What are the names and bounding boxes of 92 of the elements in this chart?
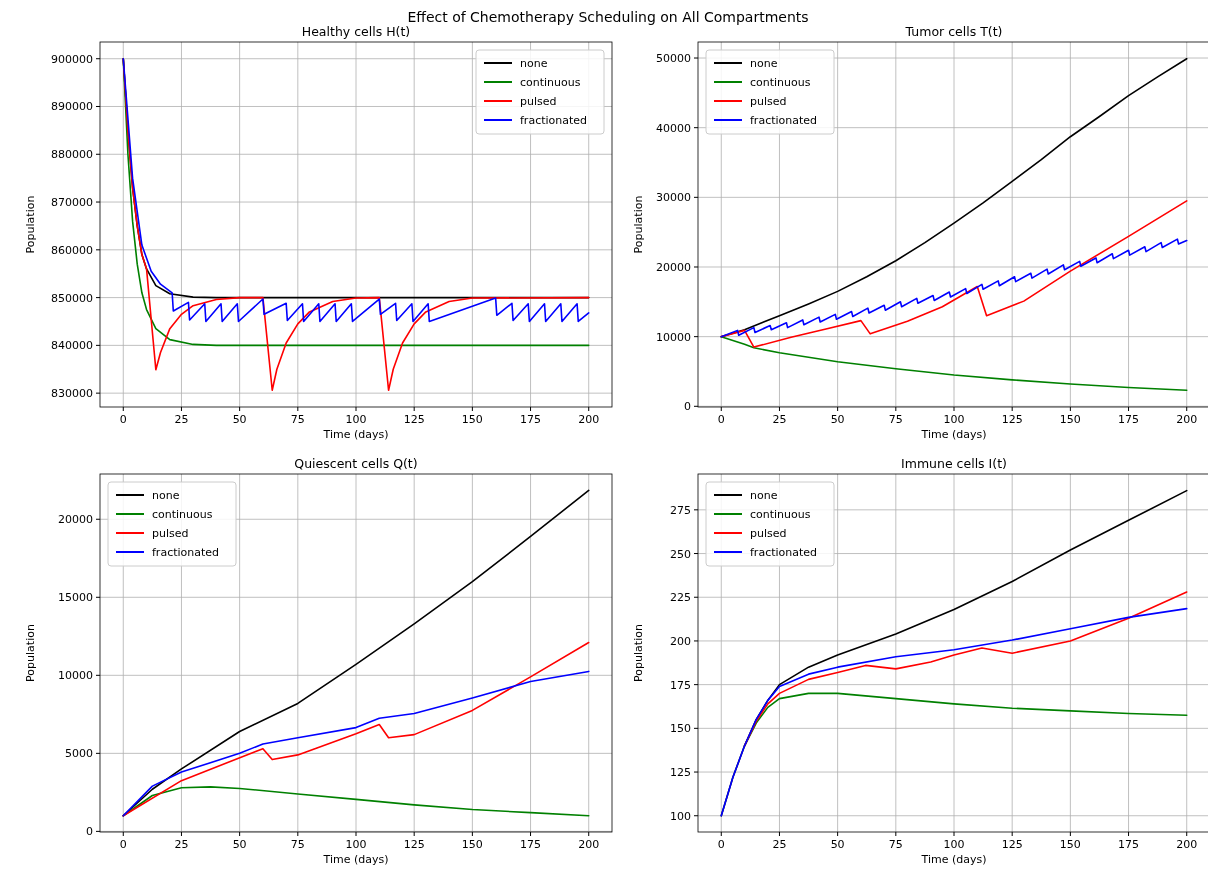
y-tick-label: 20000 <box>656 260 691 274</box>
x-tick-label: 0 <box>119 838 127 851</box>
y-tick-label: 0 <box>684 400 691 414</box>
x-tick-label: 25 <box>174 413 189 426</box>
legend-label: continuous <box>520 76 581 89</box>
x-tick-label: 100 <box>345 838 367 851</box>
x-axis-title: Time (days) <box>322 428 389 441</box>
legend-label: pulsed <box>152 527 189 540</box>
legend-label: fractionated <box>152 546 220 559</box>
y-tick-label: 125 <box>670 766 691 780</box>
x-tick-label: 75 <box>290 413 305 426</box>
x-tick-label: 75 <box>888 413 903 426</box>
y-tick-label: 10000 <box>656 330 691 344</box>
x-tick-label: 100 <box>345 413 367 426</box>
y-axis-title: Population <box>632 624 645 682</box>
x-tick-label: 0 <box>717 838 725 851</box>
x-tick-label: 125 <box>1001 413 1023 426</box>
y-tick-label: 850000 <box>51 291 93 305</box>
text: Effect of Chemotherapy Scheduling on All Compartments <box>407 9 809 25</box>
y-tick-label: 20000 <box>58 513 93 527</box>
x-tick-label: 175 <box>520 838 542 851</box>
x-tick-label: 200 <box>578 838 600 851</box>
x-tick-label: 0 <box>717 413 725 426</box>
y-axis-title: Population <box>24 195 37 254</box>
y-tick-label: 890000 <box>51 100 93 114</box>
x-tick-label: 150 <box>461 838 483 851</box>
legend-label: none <box>520 57 548 70</box>
x-tick-label: 150 <box>461 413 483 426</box>
legend-label: pulsed <box>750 95 787 108</box>
y-tick-label: 100 <box>670 809 691 823</box>
y-tick-label: 880000 <box>51 148 93 162</box>
x-tick-label: 125 <box>403 838 425 851</box>
x-tick-label: 50 <box>830 838 845 851</box>
legend-label: continuous <box>750 508 811 521</box>
x-tick-label: 25 <box>772 413 787 426</box>
legend-label: none <box>750 489 778 502</box>
y-tick-label: 275 <box>670 503 691 517</box>
legend-label: continuous <box>152 508 213 521</box>
x-tick-label: 25 <box>772 838 787 851</box>
y-tick-label: 175 <box>670 678 691 692</box>
x-tick-label: 150 <box>1059 838 1081 851</box>
legend-label: pulsed <box>520 95 557 108</box>
x-tick-label: 100 <box>943 838 965 851</box>
x-tick-label: 175 <box>1118 413 1140 426</box>
legend-label: fractionated <box>750 114 818 127</box>
x-tick-label: 150 <box>1059 413 1081 426</box>
y-tick-label: 250 <box>670 547 691 561</box>
x-tick-label: 200 <box>1176 838 1198 851</box>
x-tick-label: 50 <box>232 838 247 851</box>
y-tick-label: 15000 <box>58 591 93 605</box>
x-tick-label: 175 <box>1118 838 1140 851</box>
x-tick-label: 100 <box>943 413 965 426</box>
y-tick-label: 225 <box>670 591 691 605</box>
x-tick-label: 50 <box>830 413 845 426</box>
x-tick-label: 75 <box>888 838 903 851</box>
x-tick-label: 125 <box>403 413 425 426</box>
y-tick-label: 40000 <box>656 121 691 135</box>
y-tick-label: 830000 <box>51 387 93 401</box>
y-tick-label: 30000 <box>656 191 691 205</box>
x-axis-title: Time (days) <box>920 428 987 441</box>
chart-title: Healthy cells H(t) <box>301 24 411 39</box>
x-tick-label: 200 <box>578 413 600 426</box>
x-tick-label: 175 <box>520 413 542 426</box>
y-axis-title: Population <box>632 195 645 254</box>
legend-label: fractionated <box>750 546 818 559</box>
y-tick-label: 200 <box>670 634 691 648</box>
x-tick-label: 25 <box>174 838 189 851</box>
chart-title: Tumor cells T(t) <box>904 24 1003 39</box>
legend-label: continuous <box>750 76 811 89</box>
y-tick-label: 5000 <box>65 747 93 761</box>
x-tick-label: 125 <box>1001 838 1023 851</box>
x-axis-title: Time (days) <box>322 853 389 866</box>
y-tick-label: 860000 <box>51 243 93 257</box>
y-tick-label: 10000 <box>58 669 93 683</box>
legend-label: none <box>750 57 778 70</box>
x-tick-label: 75 <box>290 838 305 851</box>
legend-label: fractionated <box>520 114 588 127</box>
x-tick-label: 50 <box>232 413 247 426</box>
chart-title: Quiescent cells Q(t) <box>294 456 418 471</box>
y-tick-label: 870000 <box>51 196 93 210</box>
chart-title: Immune cells I(t) <box>901 456 1007 471</box>
y-tick-label: 0 <box>86 825 93 839</box>
legend-label: pulsed <box>750 527 787 540</box>
y-tick-label: 50000 <box>656 52 691 66</box>
y-axis-title: Population <box>24 624 37 682</box>
x-tick-label: 200 <box>1176 413 1198 426</box>
x-axis-title: Time (days) <box>920 853 987 866</box>
x-tick-label: 0 <box>119 413 127 426</box>
y-tick-label: 150 <box>670 722 691 736</box>
legend-label: none <box>152 489 180 502</box>
y-tick-label: 840000 <box>51 339 93 353</box>
y-tick-label: 900000 <box>51 52 93 66</box>
